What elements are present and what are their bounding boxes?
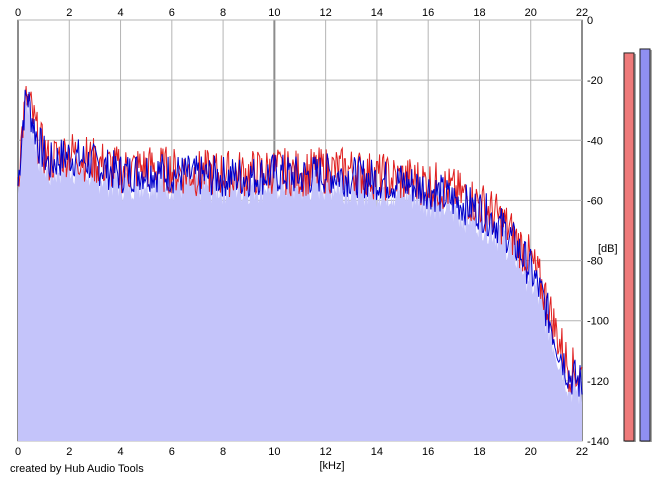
x-tick-label-top: 6 <box>169 7 175 19</box>
x-tick-label-top: 14 <box>371 7 383 19</box>
x-tick-label-top: 22 <box>576 7 588 19</box>
y-tick-label: -20 <box>587 75 603 87</box>
x-tick-label-top: 18 <box>473 7 485 19</box>
spectrum-lines <box>17 85 583 397</box>
x-tick-label-top: 10 <box>268 7 280 19</box>
y-tick-label: 0 <box>587 15 593 27</box>
y-tick-label: -100 <box>587 316 609 328</box>
x-tick-label-top: 12 <box>320 7 332 19</box>
x-tick-label-bottom: 4 <box>117 446 123 458</box>
series-line-blue <box>17 89 583 397</box>
x-tick-label-bottom: 20 <box>525 446 537 458</box>
x-tick-label-bottom: 2 <box>66 446 72 458</box>
y-tick-label: -40 <box>587 135 603 147</box>
x-tick-label-bottom: 0 <box>15 446 21 458</box>
credit-text: created by Hub Audio Tools <box>10 463 144 475</box>
x-tick-label-top: 0 <box>15 7 21 19</box>
x-tick-label-bottom: 6 <box>169 446 175 458</box>
x-tick-label-bottom: 12 <box>320 446 332 458</box>
y-tick-label: -140 <box>587 436 609 448</box>
x-tick-label-bottom: 16 <box>422 446 434 458</box>
level-meter-right <box>639 48 651 442</box>
x-tick-label-bottom: 8 <box>220 446 226 458</box>
x-axis-label: [kHz] <box>319 460 344 472</box>
x-tick-label-top: 4 <box>117 7 123 19</box>
x-tick-label-bottom: 22 <box>576 446 588 458</box>
x-tick-label-top: 8 <box>220 7 226 19</box>
x-tick-label-bottom: 18 <box>473 446 485 458</box>
y-tick-label: -80 <box>587 256 603 268</box>
y-tick-label: -120 <box>587 376 609 388</box>
x-tick-label-bottom: 14 <box>371 446 383 458</box>
x-tick-label-top: 20 <box>525 7 537 19</box>
y-tick-label: -60 <box>587 195 603 207</box>
tick-labels: 002244668810101212141416161818202022220-… <box>15 7 609 458</box>
x-tick-label-top: 2 <box>66 7 72 19</box>
x-tick-label-bottom: 10 <box>268 446 280 458</box>
level-meters <box>623 48 652 442</box>
level-meter-left <box>623 52 635 442</box>
x-tick-label-top: 16 <box>422 7 434 19</box>
y-axis-label: [dB] <box>598 243 618 255</box>
